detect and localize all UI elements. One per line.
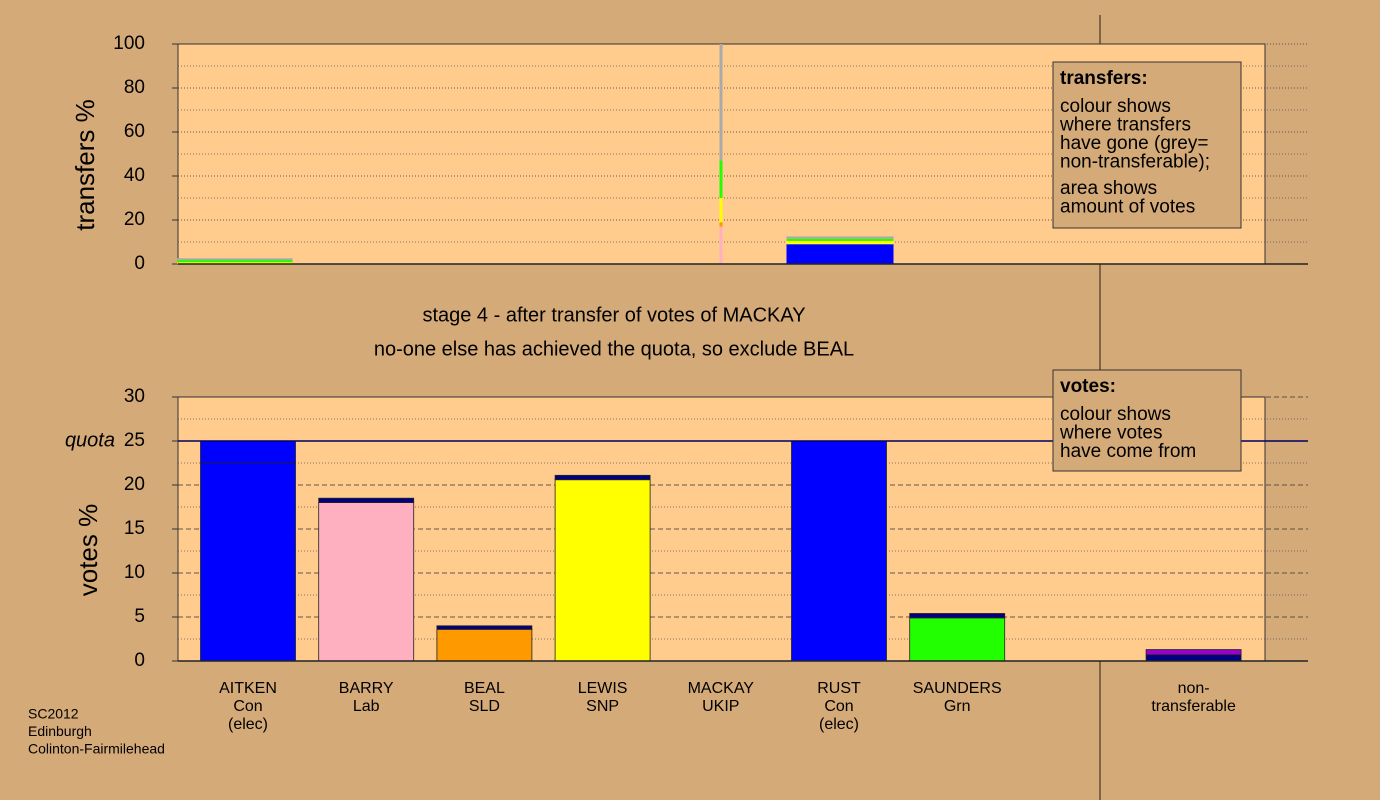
- bar-segment: [318, 497, 415, 504]
- x-tick-label: SNP: [586, 698, 619, 715]
- legend-text: colour shows: [1060, 404, 1171, 425]
- legend-text: colour shows: [1060, 96, 1171, 117]
- legend-text: have come from: [1060, 441, 1196, 462]
- bar-segment: [719, 226, 723, 264]
- y-tick-label: 20: [124, 474, 145, 495]
- legend-box: [1052, 61, 1242, 229]
- y-tick-label: 5: [134, 606, 145, 627]
- y-tick-label: 25: [124, 430, 145, 451]
- bar-segment: [791, 440, 887, 662]
- bar-segment: [436, 628, 533, 662]
- x-tick-label: Lab: [353, 698, 380, 715]
- legend-title: votes:: [1060, 376, 1116, 397]
- legend-title: transfers:: [1060, 68, 1148, 89]
- bar-segment: [909, 617, 1006, 662]
- bar-segment: [554, 474, 651, 481]
- legend-text: non-transferable);: [1060, 152, 1210, 173]
- legend-text: where votes: [1059, 423, 1162, 444]
- bar-segment: [200, 462, 296, 662]
- x-tick-label: Grn: [944, 698, 971, 715]
- y-tick-label: 80: [124, 77, 145, 98]
- x-tick-label: MACKAY: [688, 680, 755, 697]
- y-tick-label: 40: [124, 165, 145, 186]
- bar-segment: [786, 236, 894, 239]
- footer-text: Colinton-Fairmilehead: [28, 741, 165, 757]
- x-tick-label: SAUNDERS: [913, 680, 1002, 697]
- x-tick-label: SLD: [469, 698, 500, 715]
- legend-text: where transfers: [1059, 115, 1191, 136]
- legend-text: amount of votes: [1060, 197, 1195, 218]
- y-axis-label: transfers %: [70, 99, 100, 231]
- footer-text: SC2012: [28, 706, 79, 722]
- bar-segment: [1145, 654, 1242, 662]
- x-tick-label: UKIP: [702, 698, 739, 715]
- bar-segment: [318, 502, 415, 662]
- x-tick-label: BARRY: [339, 680, 394, 697]
- x-tick-label: BEAL: [464, 680, 505, 697]
- bar-segment: [909, 613, 1006, 619]
- bar-segment: [786, 244, 894, 264]
- chart-title: no-one else has achieved the quota, so e…: [374, 338, 854, 360]
- bar-segment: [786, 238, 894, 241]
- bar-segment: [719, 44, 723, 161]
- legend-box: [1052, 369, 1242, 472]
- bar-segment: [177, 262, 293, 264]
- y-axis-label: votes %: [73, 504, 103, 597]
- y-tick-label: 0: [134, 253, 145, 274]
- x-tick-label: non-: [1178, 680, 1210, 697]
- x-tick-label: RUST: [817, 680, 861, 697]
- bar-segment: [1145, 649, 1242, 656]
- x-tick-label: Con: [824, 698, 853, 715]
- x-tick-label: LEWIS: [578, 680, 628, 697]
- y-tick-label: 15: [124, 518, 145, 539]
- y-tick-label: 30: [124, 386, 145, 407]
- chart-title: stage 4 - after transfer of votes of MAC…: [422, 304, 805, 326]
- bar-segment: [719, 198, 723, 223]
- x-tick-label: AITKEN: [219, 680, 277, 697]
- y-tick-label: 100: [113, 33, 145, 54]
- y-tick-label: 20: [124, 209, 145, 230]
- y-tick-label: 10: [124, 562, 145, 583]
- quota-label: quota: [65, 429, 115, 451]
- bar-segment: [554, 479, 651, 662]
- footer-text: Edinburgh: [28, 723, 92, 739]
- bar-segment: [436, 625, 533, 630]
- x-tick-label: transferable: [1151, 698, 1236, 715]
- bar-segment: [177, 258, 293, 261]
- bar-segment: [719, 160, 723, 198]
- y-tick-label: 60: [124, 121, 145, 142]
- legend-text: area shows: [1060, 178, 1157, 199]
- x-tick-label: Con: [233, 698, 262, 715]
- legend-text: have gone (grey=: [1060, 133, 1208, 154]
- x-tick-label: (elec): [819, 716, 859, 733]
- bar-segment: [786, 240, 894, 245]
- x-tick-label: (elec): [228, 716, 268, 733]
- bar-segment: [177, 260, 293, 263]
- y-tick-label: 0: [134, 650, 145, 671]
- bar-segment: [200, 440, 296, 464]
- bar-segment: [719, 222, 723, 227]
